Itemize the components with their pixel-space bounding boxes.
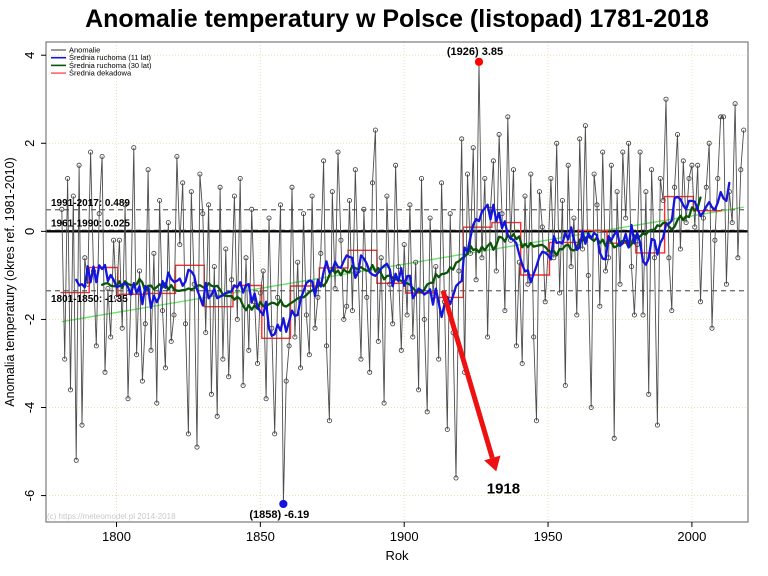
moving-average-11-series xyxy=(75,181,731,337)
axes: 1800 1850 1900 1950 2000 4 2 0 -2 -4 -6 xyxy=(22,41,749,544)
y-axis-title: Anomalia temperatury (okres ref. 1981-20… xyxy=(3,157,17,406)
plot-area: 1991-2017: 0.489 1961-1990: 0.025 1801-185… xyxy=(22,41,749,544)
x-tick-label: 1950 xyxy=(534,529,563,544)
watermark: (c) https://meteomodel.pl 2014-2018 xyxy=(47,512,176,521)
legend-item-label: Anomalie xyxy=(69,46,100,55)
x-tick-label: 1900 xyxy=(390,529,419,544)
reference-line-label: 1961-1990: 0.025 xyxy=(51,218,130,229)
y-tick-label: 0 xyxy=(22,228,37,235)
annotation-1918-arrow: 1918 xyxy=(440,290,520,497)
annotation-label-1926: (1926) 3.85 xyxy=(447,46,503,58)
x-tick-label: 1850 xyxy=(246,529,275,544)
annotation-label-1858: (1858) -6.19 xyxy=(249,509,309,521)
moving-average-30-series xyxy=(100,196,702,312)
reference-line-label: 1801-1850: -1.35 xyxy=(51,294,128,305)
arrow-head-icon xyxy=(484,455,501,472)
trend-line xyxy=(61,206,744,323)
y-tick-label: 2 xyxy=(22,140,37,147)
y-tick-label: -4 xyxy=(22,402,37,414)
page-title: Anomalie temperatury w Polsce (listopad)… xyxy=(85,5,709,33)
y-tick-label: -2 xyxy=(22,314,37,326)
annotation-label-1918: 1918 xyxy=(487,480,520,497)
reference-line-label: 1991-2017: 0.489 xyxy=(51,198,130,209)
annotation-1926: (1926) 3.85 xyxy=(447,46,503,66)
annotation-1858: (1858) -6.19 xyxy=(249,499,309,521)
y-tick-label: 4 xyxy=(22,52,37,59)
y-tick-label: -6 xyxy=(22,490,37,502)
legend-item-label: Średnia ruchoma (30 lat) xyxy=(69,61,152,70)
reference-line-labels: 1991-2017: 0.489 1961-1990: 0.025 1801-185… xyxy=(51,198,130,305)
legend-item-label: Średnia dekadowa xyxy=(69,69,132,78)
x-tick-label: 1800 xyxy=(102,529,131,544)
x-axis-title: Rok xyxy=(385,548,409,563)
x-tick-label: 2000 xyxy=(677,529,706,544)
legend-item-label: Średnia ruchoma (11 lat) xyxy=(69,53,151,62)
